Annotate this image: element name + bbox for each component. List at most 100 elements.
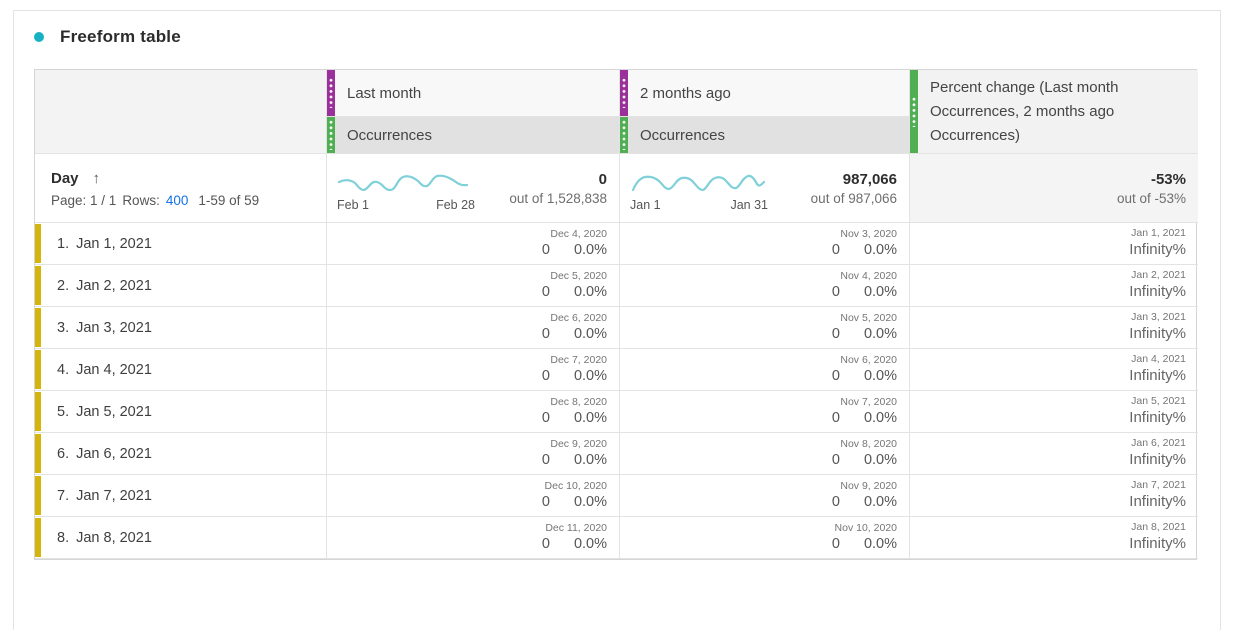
row-day-label: Jan 6, 2021	[76, 445, 152, 462]
dimension-drag-handle-icon[interactable]	[620, 70, 628, 116]
cell-date: Nov 8, 2020	[840, 437, 897, 450]
cell-percent-change: Jan 2, 2021 Infinity%	[910, 265, 1198, 307]
column-total-outof: out of -53%	[1116, 190, 1186, 206]
row-dimension-cell[interactable]: 7. Jan 7, 2021	[35, 475, 327, 517]
metric-drag-handle-icon[interactable]	[327, 117, 335, 153]
row-index: 6.	[57, 445, 70, 462]
cell-value: Infinity%	[1129, 493, 1186, 511]
spark-end-label: Jan 31	[730, 197, 768, 212]
cell-date: Jan 4, 2021	[1131, 353, 1186, 366]
day-column-header[interactable]: Day ↑ Page: 1 / 1 Rows: 400 1-59 of 59	[35, 154, 327, 223]
cell-percent: 0.0%	[863, 367, 897, 384]
row-day-label: Jan 5, 2021	[76, 403, 152, 420]
row-day-label: Jan 4, 2021	[76, 361, 152, 378]
cell-date: Jan 6, 2021	[1131, 437, 1186, 450]
row-dimension-cell[interactable]: 5. Jan 5, 2021	[35, 391, 327, 433]
row-index: 3.	[57, 319, 70, 336]
row-dimension-cell[interactable]: 6. Jan 6, 2021	[35, 433, 327, 475]
cell-2-months-ago-occurrences: Nov 3, 2020 0 0.0%	[620, 223, 910, 265]
cell-date: Jan 7, 2021	[1131, 479, 1186, 492]
cell-value: Infinity%	[1129, 409, 1186, 427]
cell-percent: 0.0%	[573, 493, 607, 510]
metric-header-occurrences-1[interactable]: Occurrences	[327, 117, 620, 154]
row-dimension-cell[interactable]: 3. Jan 3, 2021	[35, 307, 327, 349]
cell-value: 0	[831, 451, 840, 468]
rows-label: Rows:	[122, 193, 160, 208]
panel-accent-dot-icon	[34, 32, 44, 42]
cell-percent-change: Jan 1, 2021 Infinity%	[910, 223, 1198, 265]
cell-date: Dec 7, 2020	[550, 353, 607, 366]
row-color-bar	[35, 224, 41, 263]
cell-date: Nov 7, 2020	[840, 395, 897, 408]
row-dimension-cell[interactable]: 2. Jan 2, 2021	[35, 265, 327, 307]
cell-value: Infinity%	[1129, 325, 1186, 343]
cell-percent: 0.0%	[863, 493, 897, 510]
cell-value: 0	[541, 283, 550, 300]
cell-value: Infinity%	[1129, 241, 1186, 259]
row-range-label: 1-59 of 59	[198, 193, 260, 208]
cell-2-months-ago-occurrences: Nov 7, 2020 0 0.0%	[620, 391, 910, 433]
cell-percent: 0.0%	[573, 535, 607, 552]
cell-value: 0	[541, 493, 550, 510]
cell-last-month-occurrences: Dec 7, 2020 0 0.0%	[327, 349, 620, 391]
cell-percent: 0.0%	[863, 283, 897, 300]
row-index: 2.	[57, 277, 70, 294]
freeform-table: Last month 2 months ago Percent change (…	[34, 69, 1198, 560]
cell-percent: 0.0%	[863, 451, 897, 468]
cell-date: Dec 9, 2020	[550, 437, 607, 450]
cell-value: 0	[541, 535, 550, 552]
rows-per-page-link[interactable]: 400	[165, 193, 189, 208]
cell-last-month-occurrences: Dec 8, 2020 0 0.0%	[327, 391, 620, 433]
panel-header: Freeform table	[34, 27, 181, 47]
cell-value: Infinity%	[1129, 451, 1186, 469]
column-header-percent-change[interactable]: Percent change (Last month Occurrences, …	[910, 70, 1198, 154]
cell-percent: 0.0%	[863, 535, 897, 552]
header-empty-cell	[35, 70, 327, 154]
pagination: Page: 1 / 1 Rows: 400 1-59 of 59	[51, 193, 318, 208]
cell-date: Dec 10, 2020	[544, 479, 607, 492]
sparkline-2-months-ago: Jan 1 Jan 31	[630, 171, 768, 212]
cell-2-months-ago-occurrences: Nov 6, 2020 0 0.0%	[620, 349, 910, 391]
panel-title: Freeform table	[60, 27, 181, 46]
page-label: Page: 1 / 1	[51, 193, 117, 208]
row-index: 4.	[57, 361, 70, 378]
cell-value: Infinity%	[1129, 283, 1186, 301]
dimension-drag-handle-icon[interactable]	[327, 70, 335, 116]
cell-2-months-ago-occurrences: Nov 4, 2020 0 0.0%	[620, 265, 910, 307]
row-color-bar	[35, 350, 41, 389]
cell-value: 0	[831, 241, 840, 258]
cell-value: Infinity%	[1129, 367, 1186, 385]
metric-header-occurrences-2[interactable]: Occurrences	[620, 117, 910, 154]
metric-drag-handle-icon[interactable]	[620, 117, 628, 153]
column-total-outof: out of 1,528,838	[509, 190, 607, 206]
metric-label: Occurrences	[347, 126, 433, 144]
cell-value: 0	[541, 409, 550, 426]
cell-date: Nov 6, 2020	[840, 353, 897, 366]
row-index: 1.	[57, 235, 70, 252]
cell-value: 0	[541, 241, 550, 258]
drag-dots-icon	[622, 120, 626, 150]
row-dimension-cell[interactable]: 1. Jan 1, 2021	[35, 223, 327, 265]
cell-date: Jan 2, 2021	[1131, 269, 1186, 282]
cell-value: 0	[831, 493, 840, 510]
column-header-last-month[interactable]: Last month	[327, 70, 620, 117]
cell-percent: 0.0%	[573, 367, 607, 384]
summary-percent-change: -53% out of -53%	[910, 154, 1198, 223]
metric-drag-handle-icon[interactable]	[910, 70, 918, 153]
cell-last-month-occurrences: Dec 11, 2020 0 0.0%	[327, 517, 620, 559]
cell-percent-change: Jan 8, 2021 Infinity%	[910, 517, 1198, 559]
cell-percent: 0.0%	[573, 409, 607, 426]
cell-date: Jan 1, 2021	[1131, 227, 1186, 240]
spark-start-label: Jan 1	[630, 197, 661, 212]
cell-2-months-ago-occurrences: Nov 5, 2020 0 0.0%	[620, 307, 910, 349]
sort-ascending-icon[interactable]: ↑	[92, 170, 101, 187]
row-dimension-cell[interactable]: 4. Jan 4, 2021	[35, 349, 327, 391]
row-dimension-cell[interactable]: 8. Jan 8, 2021	[35, 517, 327, 559]
cell-value: 0	[831, 367, 840, 384]
row-day-label: Jan 1, 2021	[76, 235, 152, 252]
cell-value: Infinity%	[1129, 535, 1186, 553]
column-header-2-months-ago[interactable]: 2 months ago	[620, 70, 910, 117]
day-label: Day	[51, 170, 79, 187]
freeform-table-panel: Freeform table Last month 2 months ago P…	[13, 10, 1221, 630]
cell-date: Dec 4, 2020	[550, 227, 607, 240]
